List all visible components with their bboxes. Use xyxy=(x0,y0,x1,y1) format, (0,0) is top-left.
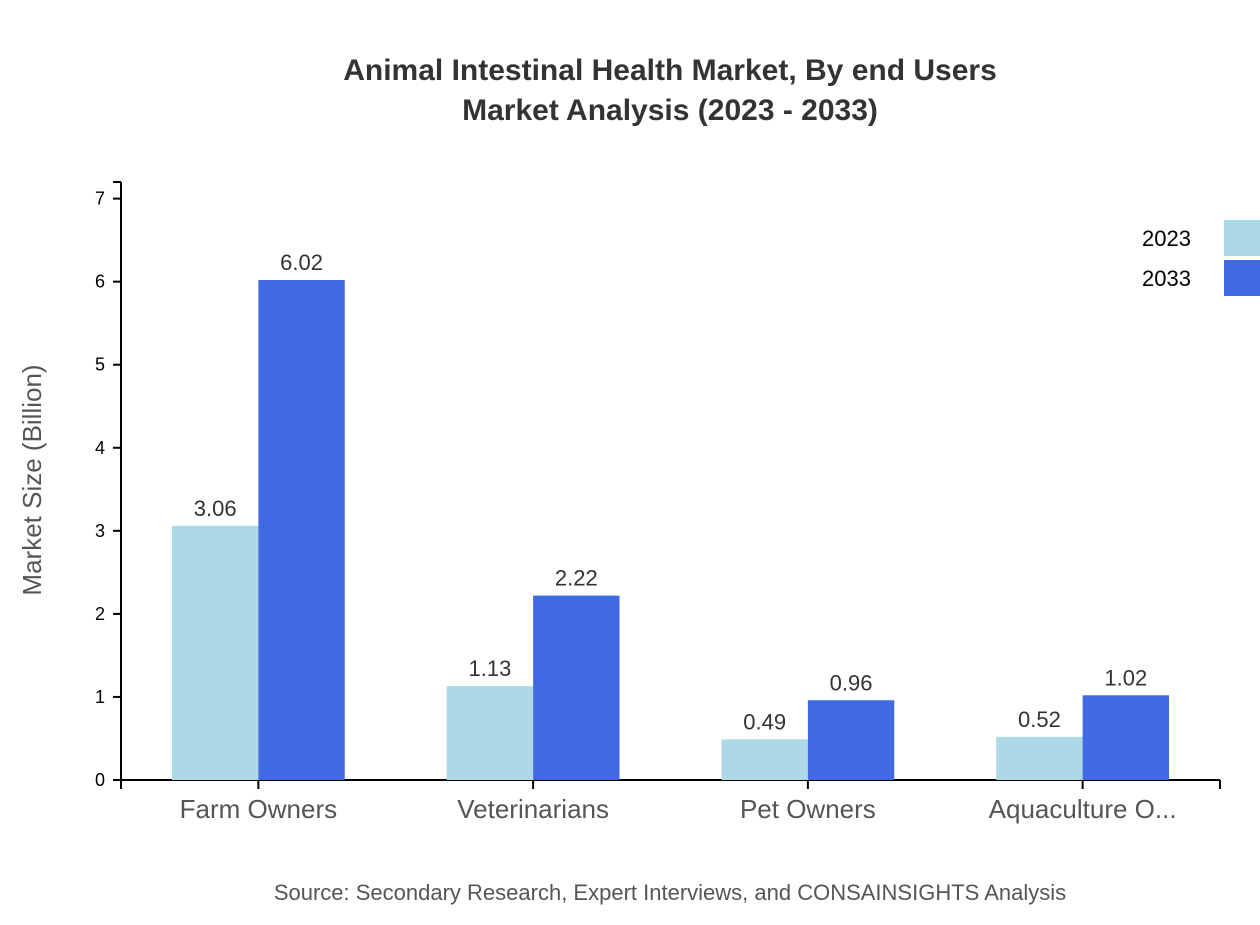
bar-2033 xyxy=(533,595,620,780)
bar-value-label: 6.02 xyxy=(280,250,323,275)
bar-2033 xyxy=(258,280,345,780)
x-tick-label: Aquaculture O... xyxy=(989,794,1177,824)
bar-value-label: 0.96 xyxy=(830,670,873,695)
bar-2023 xyxy=(172,525,259,780)
y-tick-label: 1 xyxy=(95,687,105,707)
bar-2033 xyxy=(1082,695,1169,780)
chart-title: Animal Intestinal Health Market, By end … xyxy=(343,54,997,87)
bar-2023 xyxy=(996,736,1083,780)
bar-value-label: 1.13 xyxy=(469,656,512,681)
y-tick-label: 7 xyxy=(95,189,105,209)
legend-label: 2033 xyxy=(1142,266,1191,291)
x-tick-label: Pet Owners xyxy=(740,794,876,824)
y-tick-label: 0 xyxy=(95,770,105,790)
bar-value-label: 2.22 xyxy=(555,566,598,591)
x-tick-label: Farm Owners xyxy=(180,794,337,824)
bar-value-label: 0.52 xyxy=(1018,707,1061,732)
bar-value-label: 0.49 xyxy=(743,709,786,734)
source-note: Source: Secondary Research, Expert Inter… xyxy=(274,880,1066,905)
legend-label: 2023 xyxy=(1142,226,1191,251)
y-tick-label: 2 xyxy=(95,604,105,624)
y-axis-label: Market Size (Billion) xyxy=(17,364,47,595)
x-tick-label: Veterinarians xyxy=(457,794,609,824)
y-tick-label: 6 xyxy=(95,272,105,292)
legend-swatch xyxy=(1224,220,1260,256)
legend-swatch xyxy=(1224,260,1260,296)
bar-value-label: 1.02 xyxy=(1104,665,1147,690)
bar-2033 xyxy=(807,700,895,780)
y-tick-label: 4 xyxy=(95,438,105,458)
chart-subtitle: Market Analysis (2023 - 2033) xyxy=(462,94,878,127)
bar-value-label: 3.06 xyxy=(194,496,237,521)
y-tick-label: 5 xyxy=(95,355,105,375)
bar-2023 xyxy=(446,686,534,780)
y-tick-label: 3 xyxy=(95,521,105,541)
bar-2023 xyxy=(721,739,808,780)
